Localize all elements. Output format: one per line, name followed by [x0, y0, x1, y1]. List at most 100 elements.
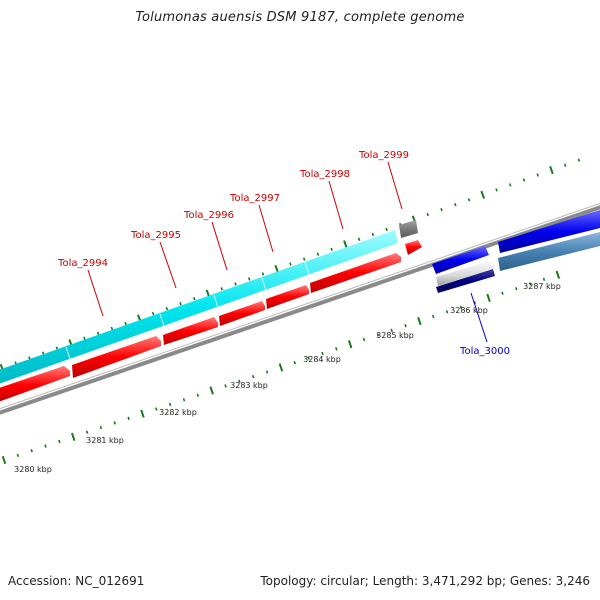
gene-boundary: [261, 277, 267, 292]
kbp-label: 3284 kbp: [303, 355, 341, 364]
minor-tick: [247, 277, 251, 281]
leader-line: [470, 292, 488, 343]
minor-tick: [330, 247, 333, 251]
leader-line: [387, 161, 403, 210]
minor-tick: [459, 305, 463, 309]
minor-tick: [196, 393, 200, 397]
gene-track-blue: [432, 210, 600, 293]
minor-tick: [83, 336, 86, 340]
gene-feature[interactable]: [436, 260, 495, 286]
cds-feature[interactable]: [498, 210, 600, 253]
minor-tick: [110, 326, 114, 331]
cds-feature[interactable]: [436, 269, 495, 293]
minor-tick: [85, 430, 89, 434]
minor-tick: [563, 163, 567, 167]
minor-tick: [390, 328, 393, 332]
minor-tick: [113, 421, 117, 425]
accession-label: Accession: NC_012691: [8, 574, 145, 588]
minor-tick: [508, 183, 512, 187]
kbp-label: 3282 kbp: [159, 408, 197, 417]
gene-label[interactable]: Tola_2998: [299, 169, 350, 180]
minor-tick: [55, 346, 59, 350]
minor-tick: [165, 306, 169, 311]
major-tick: [549, 165, 554, 175]
minor-tick: [155, 407, 158, 411]
genome-summary: Topology: circular; Length: 3,471,292 bp…: [260, 574, 590, 588]
minor-tick: [528, 282, 532, 286]
leader-line: [87, 269, 104, 317]
minor-tick: [58, 439, 61, 444]
major-tick: [555, 270, 561, 279]
leader-line: [328, 180, 344, 230]
minor-tick: [238, 379, 241, 383]
kbp-label: 3287 kbp: [523, 282, 561, 291]
minor-tick: [515, 286, 518, 291]
minor-tick: [307, 356, 310, 360]
minor-tick: [168, 402, 172, 407]
minor-tick: [234, 282, 237, 286]
cds-feature[interactable]: [163, 317, 218, 345]
minor-tick: [302, 257, 306, 261]
minor-tick: [224, 384, 227, 388]
major-tick: [278, 363, 284, 372]
minor-tick: [179, 301, 182, 306]
gene-label[interactable]: Tola_3000: [459, 346, 510, 357]
gene-label[interactable]: Tola_2996: [183, 210, 234, 221]
minor-tick: [265, 370, 269, 374]
cds-feature[interactable]: [432, 246, 489, 274]
minor-tick: [16, 453, 20, 458]
gene-boundary: [213, 294, 219, 309]
leader-line: [159, 241, 177, 289]
minor-tick: [385, 227, 388, 232]
major-tick: [347, 340, 353, 349]
minor-tick: [293, 361, 296, 365]
gene-label[interactable]: Tola_2997: [229, 193, 280, 204]
cds-feature[interactable]: [219, 301, 265, 326]
minor-tick: [124, 321, 127, 326]
minor-tick: [577, 158, 581, 162]
minor-tick: [30, 449, 33, 453]
kbp-label: 3283 kbp: [230, 381, 268, 390]
minor-tick: [473, 300, 476, 305]
minor-tick: [404, 323, 407, 328]
major-tick: [486, 293, 491, 302]
cds-feature[interactable]: [310, 253, 401, 293]
major-tick: [140, 409, 145, 418]
minor-tick: [289, 262, 292, 266]
minor-tick: [99, 425, 103, 430]
minor-tick: [44, 444, 47, 448]
cds-feature[interactable]: [0, 366, 70, 405]
minor-tick: [357, 237, 361, 242]
genome-backbone: [0, 202, 600, 415]
kbp-label: 3280 kbp: [14, 465, 52, 474]
misc-feature[interactable]: [399, 220, 418, 238]
minor-tick: [251, 374, 255, 379]
major-tick: [71, 432, 76, 441]
gene-boundary: [65, 346, 71, 360]
minor-tick: [220, 287, 224, 291]
gene-feature[interactable]: [498, 232, 600, 271]
cds-feature[interactable]: [72, 336, 161, 378]
major-tick: [480, 190, 486, 199]
gene-feature[interactable]: [0, 230, 398, 387]
major-tick: [209, 386, 214, 395]
minor-tick: [182, 398, 186, 402]
minor-tick: [467, 198, 471, 202]
minor-tick: [445, 310, 449, 314]
minor-tick: [261, 272, 265, 276]
gene-label[interactable]: Tola_2999: [358, 150, 409, 161]
gene-boundary: [159, 313, 165, 327]
cds-feature[interactable]: [405, 240, 422, 255]
kbp-label: 3286 kbp: [450, 306, 488, 315]
minor-tick: [362, 337, 366, 342]
minor-tick: [193, 297, 196, 301]
major-tick: [343, 240, 348, 249]
major-tick: [1, 455, 7, 465]
kbp-label: 3285 kbp: [376, 331, 414, 340]
minor-tick: [431, 314, 435, 319]
gene-label[interactable]: Tola_2994: [57, 258, 108, 269]
gene-label[interactable]: Tola_2995: [130, 230, 181, 241]
cds-feature[interactable]: [266, 285, 309, 309]
